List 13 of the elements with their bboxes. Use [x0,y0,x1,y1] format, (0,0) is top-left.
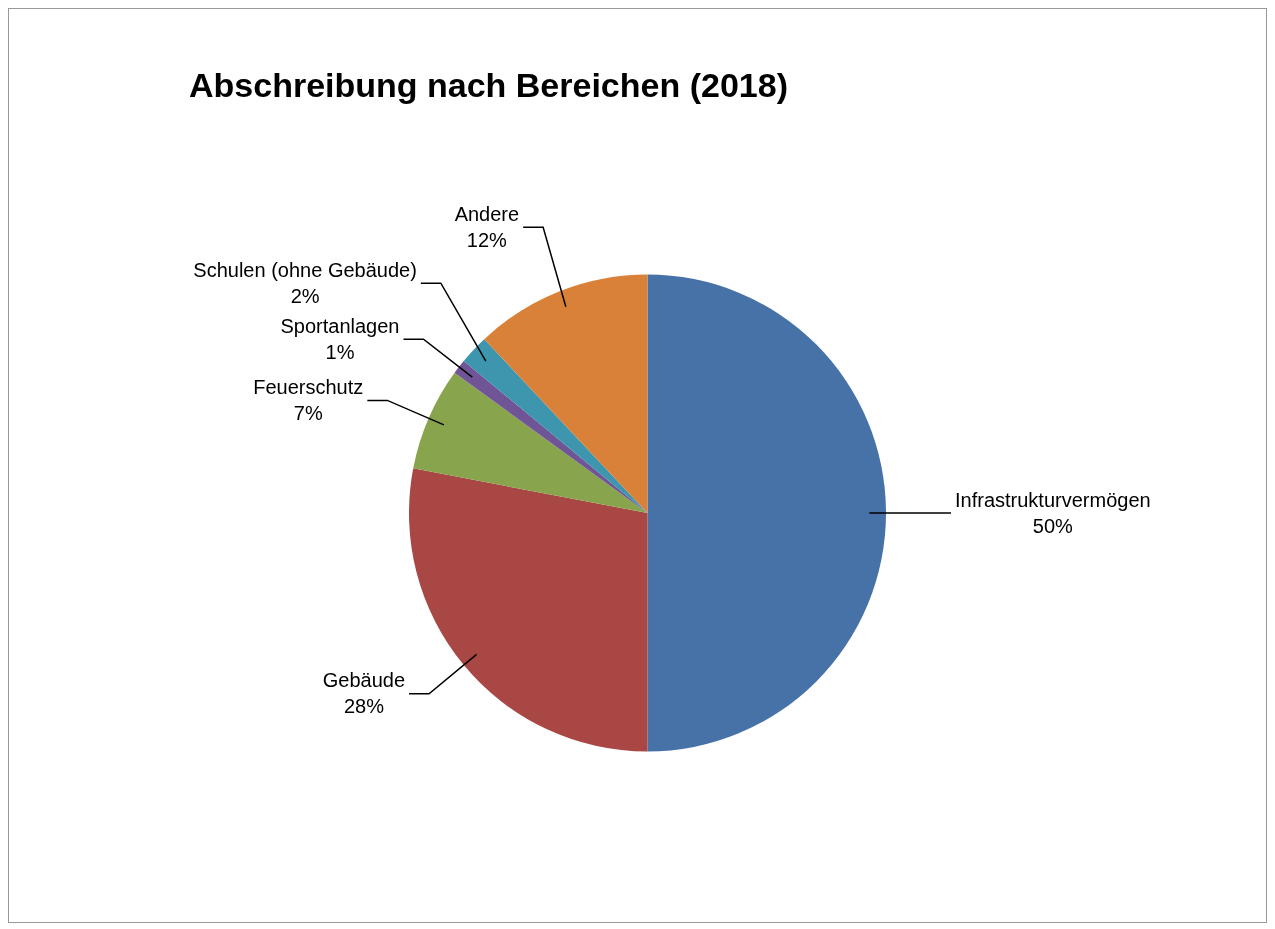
data-label: 50% [1032,514,1074,537]
data-label: 12% [466,228,508,251]
data-label: 2% [290,284,320,307]
slice-label: Gebäude [322,669,406,692]
data-label: 7% [293,401,323,424]
slice-label: Sportanlagen [280,314,400,337]
chart-title: Abschreibung nach Bereichen (2018) [189,66,788,104]
slice-label: Andere [454,202,520,225]
data-label: 28% [343,695,385,718]
slice-label: Infrastrukturvermögen [955,488,1151,511]
slice-label: Feuerschutz [253,375,364,398]
data-label: 1% [325,340,355,363]
slice-label: Schulen (ohne Gebäude) [193,258,417,281]
